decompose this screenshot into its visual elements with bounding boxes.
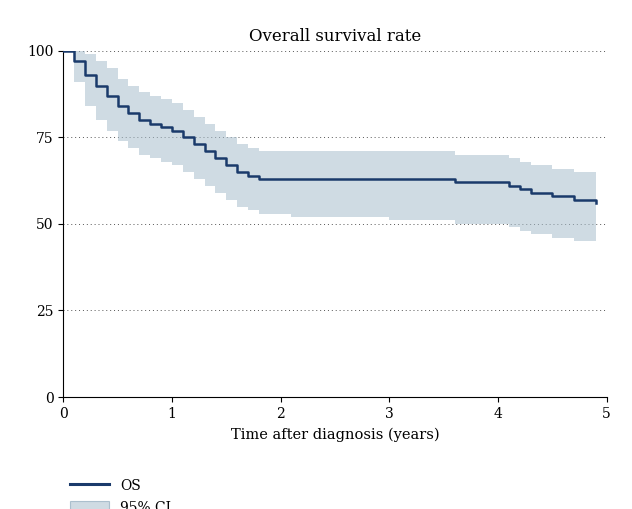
X-axis label: Time after diagnosis (years): Time after diagnosis (years) <box>231 428 439 442</box>
Legend: OS, 95% CI: OS, 95% CI <box>64 473 177 509</box>
Title: Overall survival rate: Overall survival rate <box>249 28 421 45</box>
